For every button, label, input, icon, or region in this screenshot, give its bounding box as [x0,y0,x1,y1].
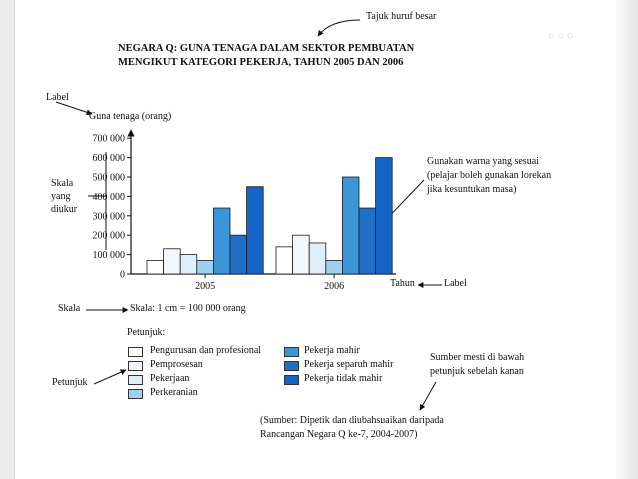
source-line1: (Sumber: Dipetik dan diubahsuaikan darip… [260,415,444,426]
y-tick-label: 300 000 [93,211,126,222]
x-tick-label: 2006 [324,281,344,292]
bar [146,260,165,275]
legend-swatch-pengurusan [128,347,143,357]
bar [308,242,327,275]
chart-title-line1: NEGARA Q: GUNA TENAGA DALAM SEKTOR PEMBU… [118,43,415,54]
scale-text: Skala: 1 cm = 100 000 orang [130,303,246,314]
y-tick-label: 700 000 [93,134,126,145]
legend-swatch-perkeranian [128,389,143,399]
legend-label-tidak-mahir: Pekerja tidak mahir [304,373,383,384]
chart-title-line2: MENGIKUT KATEGORI PEKERJA, TAHUN 2005 DA… [118,57,404,68]
legend-label-pemprosesan: Pemprosesan [150,359,203,370]
bar [196,260,214,275]
ghost-bleed-text: ○ ○ ○ [548,30,574,42]
label-annotation-bottom: Label [444,278,467,289]
warna-note-line2: (pelajar boleh gunakan lorekan [427,170,552,181]
legend-swatch-pekerjaan [128,375,143,385]
legend-swatch-mahir [284,347,299,357]
skala-annotation-line2: yang [51,191,71,202]
bar [163,248,181,275]
bar [358,207,377,275]
legend-swatch-pemprosesan [128,361,143,371]
y-axis-label: Guna tenaga (orang) [89,111,172,122]
tajuk-annotation: Tajuk huruf besar [366,11,437,22]
bar [212,207,231,275]
legend-label-pengurusan: Pengurusan dan profesional [150,345,262,356]
y-tick-label: 600 000 [93,153,126,164]
y-tick-label: 0 [120,270,125,281]
legend-label-perkeranian: Perkeranian [150,387,198,398]
arrow-tajuk [317,19,361,37]
right-edge-shadow [614,0,638,479]
arrow-sumber [419,381,437,411]
legend-label-pekerjaan: Pekerjaan [150,373,190,384]
petunjuk-annotation-left: Petunjuk [52,377,88,388]
bar [292,234,310,275]
label-annotation-top: Label [46,92,69,103]
bar [325,260,343,275]
legend-swatch-tidak-mahir [284,375,299,385]
skala-annotation-line3: diukur [51,204,78,215]
y-tick-label: 100 000 [93,250,126,261]
x-tick-label: 2005 [195,281,215,292]
sumber-note-line2: petunjuk sebelah kanan [430,366,524,377]
source-line2: Rancangan Negara Q ke-7, 2004-2007) [260,429,418,440]
bar [275,246,294,275]
warna-note-line3: jika kesuntukan masa) [427,184,517,195]
skala-annotation-left: Skala [58,303,81,314]
legend-label-separuh-mahir: Pekerja separuh mahir [304,359,394,370]
skala-annotation-line1: Skala [51,178,74,189]
x-axis-label: Tahun [390,278,415,289]
y-tick-label: 200 000 [93,231,126,242]
warna-note-line1: Gunakan warna yang sesuai [427,156,539,167]
bar [375,157,393,275]
arrow-petunjuk [93,369,127,385]
arrow-label-top [55,101,93,116]
y-tick-label: 500 000 [93,173,126,184]
legend-label-mahir: Pekerja mahir [304,345,360,356]
legend-title: Petunjuk: [127,327,166,338]
bar [229,234,248,275]
bar [179,254,198,275]
bar [341,176,360,275]
sumber-note-line1: Sumber mesti di bawah [430,352,525,363]
y-tick-label: 400 000 [93,192,126,203]
bar [246,186,264,275]
legend-swatch-separuh-mahir [284,361,299,371]
left-margin-bar [0,0,15,479]
